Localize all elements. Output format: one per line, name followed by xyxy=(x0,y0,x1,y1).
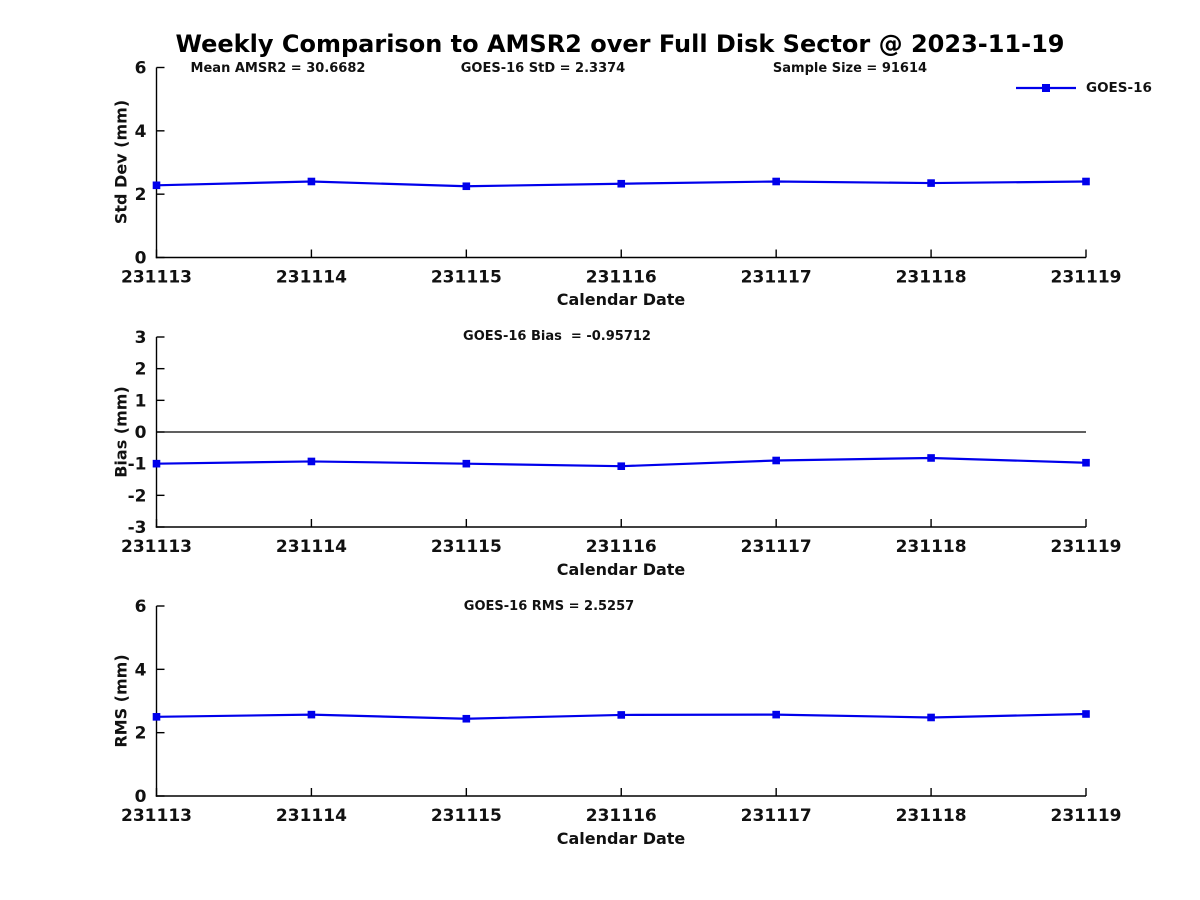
data-point-marker xyxy=(927,179,935,187)
data-point-marker xyxy=(617,462,626,470)
x-tick-label: 231118 xyxy=(896,537,967,557)
x-tick-label: 231114 xyxy=(276,806,347,826)
x-tick-label: 231114 xyxy=(276,537,347,557)
y-tick-label: 4 xyxy=(135,122,147,142)
legend-label: GOES-16 xyxy=(1086,80,1152,96)
data-point-marker xyxy=(772,177,780,186)
y-tick-label: 4 xyxy=(135,660,147,680)
legend-line-sample-icon xyxy=(1016,84,1076,92)
y-tick-label: 6 xyxy=(135,597,147,617)
y-tick-label: -1 xyxy=(128,455,147,475)
data-point-marker xyxy=(152,713,161,721)
x-tick-label: 231119 xyxy=(1051,268,1122,288)
data-point-marker xyxy=(152,459,161,468)
y-tick-label: 0 xyxy=(135,787,147,807)
data-point-marker xyxy=(462,182,471,191)
annotation-sample-size: Sample Size = 91614 xyxy=(772,61,928,76)
y-tick-label: -3 xyxy=(128,518,147,538)
annotation-mean-amsr2: Mean AMSR2 = 30.6682 xyxy=(190,61,366,76)
xlabel-subplot3: Calendar Date xyxy=(556,829,686,848)
x-tick-label: 231119 xyxy=(1051,537,1122,557)
y-tick-label: 2 xyxy=(135,360,147,380)
x-tick-label: 231115 xyxy=(431,268,502,288)
data-point-marker xyxy=(307,177,316,186)
y-tick-label: 1 xyxy=(135,391,147,411)
xlabel-subplot2: Calendar Date xyxy=(556,560,686,579)
xlabel-subplot1: Calendar Date xyxy=(556,290,686,309)
x-tick-label: 231117 xyxy=(741,268,812,288)
y-tick-label: 0 xyxy=(135,249,147,269)
data-point-marker xyxy=(462,459,471,468)
data-point-marker xyxy=(772,710,780,719)
subplot2-title: GOES-16 Bias = -0.95712 xyxy=(463,329,651,344)
x-tick-label: 231114 xyxy=(276,268,347,288)
data-point-marker xyxy=(152,181,161,190)
data-point-marker xyxy=(307,457,316,466)
data-point-marker xyxy=(772,456,780,465)
ylabel-bias: Bias (mm) xyxy=(111,386,131,478)
data-point-marker xyxy=(1082,177,1090,186)
y-tick-label: -2 xyxy=(128,486,147,506)
data-point-marker xyxy=(1082,710,1090,718)
x-tick-label: 231116 xyxy=(586,268,657,288)
annotation-goes16-std: GOES-16 StD = 2.3374 xyxy=(460,61,626,76)
x-tick-label: 231117 xyxy=(741,806,812,826)
ylabel-std-dev: Std Dev (mm) xyxy=(111,99,131,225)
ylabel-rms: RMS (mm) xyxy=(111,654,131,748)
y-tick-label: 0 xyxy=(135,423,147,443)
x-tick-label: 231115 xyxy=(431,806,502,826)
x-tick-label: 231113 xyxy=(121,537,192,557)
x-tick-label: 231116 xyxy=(586,537,657,557)
data-point-marker xyxy=(617,179,626,188)
y-tick-label: 3 xyxy=(135,328,147,348)
x-tick-label: 231119 xyxy=(1051,806,1122,826)
data-point-marker xyxy=(927,713,935,722)
x-tick-label: 231117 xyxy=(741,537,812,557)
y-tick-label: 2 xyxy=(135,724,147,744)
x-tick-label: 231118 xyxy=(896,806,967,826)
y-tick-label: 6 xyxy=(135,59,147,79)
data-point-marker xyxy=(927,454,935,462)
data-point-marker xyxy=(307,710,316,719)
subplot3-title: GOES-16 RMS = 2.5257 xyxy=(463,599,635,614)
y-tick-label: 2 xyxy=(135,185,147,205)
x-tick-label: 231113 xyxy=(121,268,192,288)
data-point-marker xyxy=(1082,458,1090,467)
data-point-marker xyxy=(462,714,471,723)
x-tick-label: 231116 xyxy=(586,806,657,826)
x-tick-label: 231118 xyxy=(896,268,967,288)
legend: GOES-16 xyxy=(1014,80,1152,96)
data-point-marker xyxy=(617,711,626,719)
x-tick-label: 231115 xyxy=(431,537,502,557)
x-tick-label: 231113 xyxy=(121,806,192,826)
figure-title: Weekly Comparison to AMSR2 over Full Dis… xyxy=(175,30,1065,58)
